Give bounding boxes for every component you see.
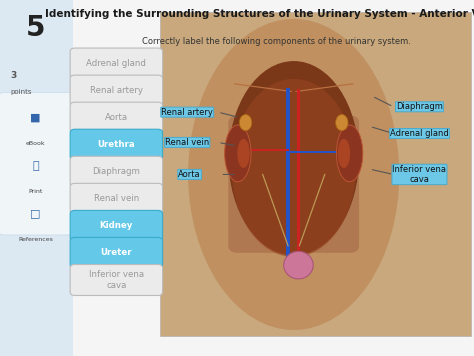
Ellipse shape: [337, 139, 350, 168]
Ellipse shape: [284, 251, 313, 279]
Text: Adrenal gland: Adrenal gland: [86, 59, 146, 68]
FancyBboxPatch shape: [70, 265, 163, 295]
Ellipse shape: [237, 139, 250, 168]
FancyBboxPatch shape: [70, 156, 163, 187]
Text: Aorta: Aorta: [178, 170, 201, 179]
Text: Print: Print: [28, 189, 43, 194]
Ellipse shape: [225, 125, 251, 182]
Ellipse shape: [239, 115, 252, 131]
FancyBboxPatch shape: [70, 210, 163, 241]
Text: Kidney: Kidney: [100, 221, 133, 230]
Text: □: □: [30, 209, 41, 219]
Ellipse shape: [336, 115, 348, 131]
Text: Renal vein: Renal vein: [94, 194, 139, 203]
Text: points: points: [10, 89, 32, 95]
Text: Renal artery: Renal artery: [90, 86, 143, 95]
FancyBboxPatch shape: [70, 129, 163, 160]
FancyBboxPatch shape: [70, 102, 163, 133]
Text: Aorta: Aorta: [105, 113, 128, 122]
FancyBboxPatch shape: [228, 115, 359, 253]
Text: ⬛: ⬛: [32, 161, 39, 171]
Text: Inferior vena
cava: Inferior vena cava: [89, 271, 144, 289]
Ellipse shape: [188, 19, 399, 330]
Ellipse shape: [232, 79, 356, 257]
Text: eBook: eBook: [26, 141, 46, 146]
FancyBboxPatch shape: [0, 0, 73, 356]
Text: ■: ■: [30, 112, 41, 122]
Text: References: References: [18, 237, 53, 242]
FancyBboxPatch shape: [70, 183, 163, 214]
Text: Urethra: Urethra: [98, 140, 135, 149]
Text: Renal vein: Renal vein: [165, 138, 210, 147]
FancyBboxPatch shape: [70, 237, 163, 268]
Text: Diaphragm: Diaphragm: [92, 167, 140, 176]
Text: 3: 3: [10, 71, 17, 80]
FancyBboxPatch shape: [160, 12, 471, 336]
Text: Identifying the Surrounding Structures of the Urinary System - Anterior View: Identifying the Surrounding Structures o…: [45, 9, 474, 19]
Ellipse shape: [337, 125, 363, 182]
Text: Renal artery: Renal artery: [161, 108, 213, 117]
Text: Diaphragm: Diaphragm: [396, 102, 443, 111]
FancyBboxPatch shape: [70, 75, 163, 106]
Ellipse shape: [228, 61, 359, 255]
Text: Ureter: Ureter: [100, 248, 132, 257]
FancyBboxPatch shape: [0, 93, 73, 235]
Text: Correctly label the following components of the urinary system.: Correctly label the following components…: [142, 37, 411, 46]
Text: 5: 5: [26, 14, 46, 42]
Text: Adrenal gland: Adrenal gland: [390, 129, 449, 138]
FancyBboxPatch shape: [70, 48, 163, 79]
Text: Inferior vena
cava: Inferior vena cava: [392, 165, 447, 184]
